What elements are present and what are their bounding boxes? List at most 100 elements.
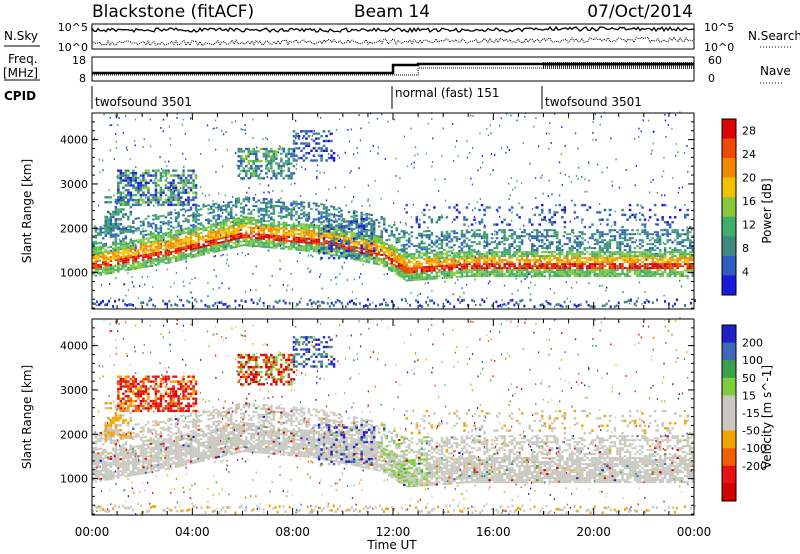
power-cell <box>109 220 113 223</box>
power-cell <box>302 225 306 228</box>
power-cell <box>365 258 368 261</box>
power-cell <box>390 234 393 237</box>
power-cell <box>465 257 469 260</box>
power-cell <box>395 271 398 274</box>
power-cell <box>380 260 383 262</box>
power-cell <box>636 269 639 272</box>
power-cell <box>149 262 153 265</box>
power-cell <box>510 273 514 276</box>
power-cell <box>359 139 362 142</box>
power-cell <box>505 249 509 252</box>
power-cell <box>252 227 255 229</box>
power-cell <box>167 251 170 254</box>
power-cell <box>187 209 190 212</box>
power-cell <box>420 264 424 267</box>
power-cell <box>117 222 120 225</box>
power-cell <box>495 247 499 250</box>
power-cell <box>119 258 123 261</box>
power-cell <box>240 157 243 160</box>
power-cell <box>122 241 125 244</box>
power-cell <box>553 229 556 232</box>
power-cell <box>104 230 107 233</box>
power-cell <box>224 244 228 247</box>
power-cell <box>99 225 102 228</box>
power-cell <box>586 275 589 278</box>
power-cell <box>280 152 283 156</box>
power-cell <box>97 254 100 257</box>
power-cell <box>623 259 627 262</box>
power-cell <box>287 160 291 163</box>
power-cell <box>252 242 255 245</box>
power-cell <box>312 230 316 233</box>
power-cell <box>408 265 411 268</box>
power-cell <box>684 253 687 256</box>
power-cell <box>107 232 110 235</box>
power-cell <box>440 267 444 270</box>
power-cell <box>207 242 210 245</box>
power-cell <box>154 248 158 250</box>
power-cell <box>182 208 185 211</box>
power-cell <box>500 269 504 272</box>
power-cell <box>265 236 268 239</box>
power-cell <box>142 222 145 225</box>
power-cell <box>448 258 451 261</box>
power-cell <box>493 253 496 256</box>
power-cell <box>295 132 298 135</box>
power-cell <box>144 253 148 256</box>
power-cell <box>673 231 677 234</box>
power-cell <box>488 275 491 278</box>
power-cell <box>493 275 496 278</box>
power-cell <box>556 247 559 250</box>
power-cell <box>593 259 597 262</box>
power-cell <box>681 239 684 242</box>
power-cell <box>262 215 266 218</box>
power-cell <box>455 260 459 262</box>
power-cell <box>122 174 125 177</box>
power-cell <box>423 266 426 269</box>
power-cell <box>242 226 245 229</box>
power-cell <box>473 235 476 238</box>
power-cell <box>621 273 624 276</box>
power-cell <box>673 239 677 242</box>
power-cell <box>174 246 178 248</box>
power-cell <box>270 232 273 235</box>
power-cell <box>169 211 173 214</box>
power-cell <box>621 263 624 266</box>
power-cell <box>154 181 158 185</box>
power-cell <box>460 255 464 258</box>
power-cell <box>470 223 474 226</box>
power-cell <box>179 196 183 199</box>
power-cell <box>144 263 148 266</box>
power-cell <box>270 218 273 221</box>
power-cell <box>410 225 414 229</box>
power-cell <box>332 253 336 256</box>
power-cell <box>107 230 110 233</box>
power-cell <box>505 263 509 266</box>
power-cell <box>445 272 449 275</box>
power-cell <box>280 241 283 244</box>
power-cell <box>350 215 353 218</box>
power-cell <box>360 249 363 252</box>
power-cell <box>169 191 173 194</box>
power-cell <box>224 210 228 213</box>
power-cell <box>465 263 469 266</box>
power-cell <box>628 245 632 248</box>
power-cell <box>162 172 165 175</box>
power-cell <box>478 273 481 276</box>
power-cell <box>134 259 138 262</box>
power-cell <box>247 220 250 223</box>
power-cell <box>563 257 567 260</box>
power-cell <box>117 266 120 269</box>
power-cell <box>478 233 481 236</box>
power-cell <box>538 145 540 148</box>
power-cell <box>372 232 376 235</box>
power-cell <box>460 265 464 268</box>
power-cell <box>147 233 150 236</box>
power-cell <box>152 242 155 245</box>
power-cell <box>365 216 368 219</box>
power-cell <box>177 203 180 207</box>
power-cell <box>418 225 421 229</box>
power-cell <box>400 270 403 273</box>
power-cell <box>242 208 245 211</box>
power-cell <box>541 233 544 236</box>
